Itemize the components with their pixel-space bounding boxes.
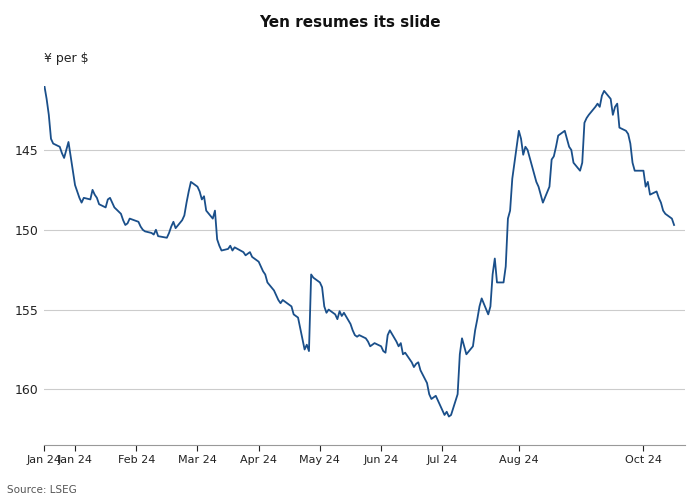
Text: ¥ per $: ¥ per $ <box>44 52 89 64</box>
Text: Yen resumes its slide: Yen resumes its slide <box>259 15 441 30</box>
Text: Source: LSEG: Source: LSEG <box>7 485 77 495</box>
